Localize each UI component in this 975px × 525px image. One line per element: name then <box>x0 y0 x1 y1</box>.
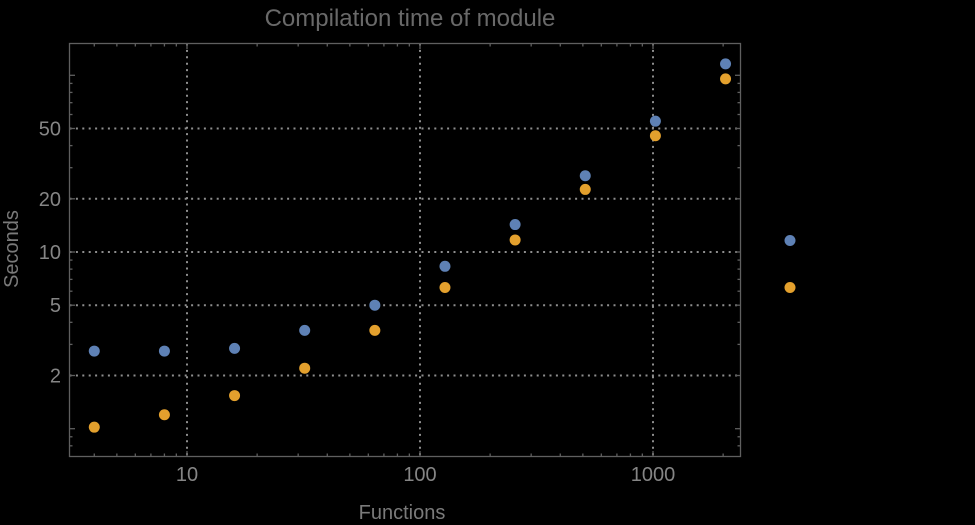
data-point-series-2 <box>720 73 732 85</box>
data-point-series-1 <box>720 58 732 70</box>
data-point-series-1 <box>88 345 100 357</box>
y-tick-label: 2 <box>50 366 61 388</box>
data-point-series-1 <box>369 299 381 311</box>
chart-title: Compilation time of module <box>265 5 556 32</box>
y-tick-label: 5 <box>50 295 61 317</box>
x-tick-label: 1000 <box>631 464 676 486</box>
data-point-series-1 <box>299 324 311 336</box>
data-point-series-2 <box>369 324 381 336</box>
legend-marker-series-1 <box>784 235 796 246</box>
data-point-series-2 <box>649 130 661 142</box>
data-point-series-2 <box>158 409 170 421</box>
plot-frame <box>68 42 742 458</box>
legend-marker-series-2 <box>784 282 796 293</box>
data-point-series-1 <box>649 115 661 127</box>
data-point-series-1 <box>579 170 591 182</box>
x-tick-label: 10 <box>176 464 198 486</box>
x-axis-label: Functions <box>359 502 446 524</box>
data-point-series-2 <box>509 234 521 246</box>
data-point-series-2 <box>88 421 100 433</box>
data-point-series-2 <box>439 281 451 293</box>
y-tick-label: 50 <box>39 118 61 140</box>
plot-generated-layer: 10 100 1000 2 5 10 20 50 <box>39 42 796 486</box>
y-tick-label: 20 <box>39 189 61 211</box>
x-tick-label: 100 <box>403 464 436 486</box>
data-point-series-2 <box>299 362 311 374</box>
data-point-series-2 <box>229 390 241 402</box>
data-point-series-1 <box>509 219 521 231</box>
data-point-series-2 <box>579 183 591 195</box>
data-point-series-1 <box>439 260 451 272</box>
data-point-series-1 <box>158 345 170 357</box>
data-point-series-1 <box>229 342 241 354</box>
y-tick-label: 10 <box>39 242 61 264</box>
y-axis-label: Seconds <box>1 210 23 288</box>
